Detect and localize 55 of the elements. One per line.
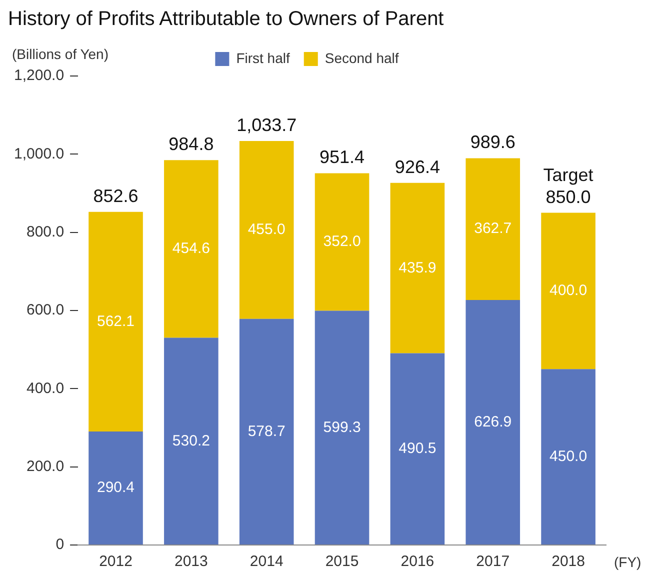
data-label: 490.5 [398,440,436,458]
bar [239,140,294,319]
bar [541,212,596,370]
x-tick-label: 2015 [325,553,359,570]
y-tick-label: 800.0 [26,223,64,240]
bar [314,173,370,311]
y-tick-label: 1,000.0 [14,145,64,162]
total-label: 989.6 [470,132,516,152]
total-label: 984.8 [168,134,214,154]
bar [390,182,445,354]
y-tick-label: 400.0 [26,380,64,397]
x-tick-label: 2016 [400,553,434,570]
chart-title: History of Profits Attributable to Owners of Parent [8,8,445,32]
data-label: 599.3 [323,418,361,436]
total-label: 1,033.7 [236,114,297,135]
y-tick-label: 600.0 [26,302,64,319]
total-label: 926.4 [394,156,440,177]
y-tick-label: 0 [56,536,64,554]
bar [466,158,520,300]
total-label: 852.6 [93,186,138,206]
y-tick-label: 1,200.0 [14,67,64,84]
data-label: 530.2 [172,432,210,450]
data-label: 578.7 [248,422,286,440]
total-label: 951.4 [320,147,365,168]
x-tick-label: 2018 [552,553,585,570]
legend-label: First half [236,50,290,66]
bar [541,369,596,544]
bar [88,432,143,544]
x-tick-label: 2017 [476,553,510,570]
x-axis-title: (FY) [614,554,642,570]
bar [314,310,370,544]
data-label: 435.9 [398,259,436,276]
bar [164,160,218,338]
legend-label: Second half [324,50,399,66]
total-label: 850.0 [546,186,591,207]
annotation: Target [543,164,594,185]
bar [88,212,143,432]
y-axis-title: (Billions of Yen) [12,46,109,62]
data-label: 626.9 [474,413,512,430]
data-label: 450.0 [550,448,588,465]
x-tick-label: 2013 [174,553,208,570]
y-tick-label: 200.0 [26,458,64,475]
data-label: 290.4 [96,479,135,496]
data-label: 454.6 [172,240,210,258]
data-label: 352.0 [323,233,361,250]
data-label: 455.0 [248,221,286,238]
bar [239,318,294,544]
bar [390,353,445,544]
data-label: 562.1 [96,312,135,330]
x-tick-label: 2014 [250,553,284,570]
data-label: 400.0 [550,282,588,300]
x-tick-label: 2012 [99,553,132,570]
data-label: 362.7 [474,220,512,238]
bar [466,300,520,544]
bar [164,338,218,544]
